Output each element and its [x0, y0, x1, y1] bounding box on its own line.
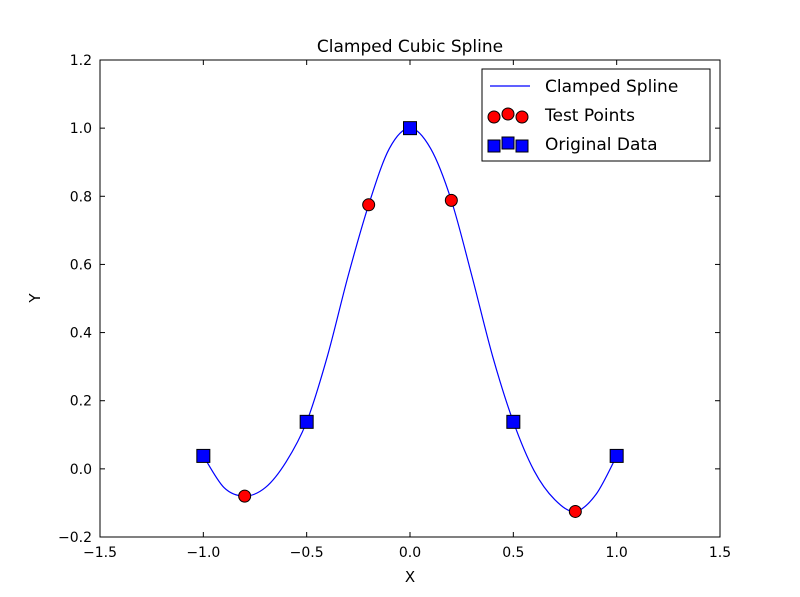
legend: Clamped Spline Test Points Original Data: [481, 68, 711, 162]
test-point: [444, 193, 458, 207]
legend-swatch-test-points: [487, 107, 529, 124]
x-tick-label: 1.0: [606, 545, 628, 561]
legend-swatch-original-data: [487, 136, 529, 153]
plot-content: [196, 121, 624, 518]
x-tick-label: 0.5: [502, 545, 524, 561]
test-point: [568, 504, 582, 518]
y-tick-label: 0.8: [70, 189, 92, 205]
original-data-point: [196, 448, 211, 463]
test-point: [238, 489, 252, 503]
y-tick-label: 0.2: [70, 394, 92, 410]
x-tick-label: −0.5: [290, 545, 324, 561]
original-data-point: [299, 414, 314, 429]
y-tick-label: 1.2: [70, 53, 92, 69]
x-tick-label: 1.5: [709, 545, 731, 561]
y-tick-label: 0.4: [70, 326, 92, 342]
x-tick-label: −1.5: [83, 545, 117, 561]
x-axis-ticks: −1.5 −1.0 −0.5 0.0 0.5 1.0 1.5: [83, 60, 731, 561]
plot-frame: [99, 59, 721, 538]
x-tick-label: −1.0: [186, 545, 220, 561]
original-data-point: [506, 414, 521, 429]
y-axis-ticks: −0.2 0.0 0.2 0.4 0.6 0.8 1.0 1.2: [58, 53, 720, 546]
chart-title: Clamped Cubic Spline: [317, 37, 503, 57]
test-point: [362, 198, 376, 212]
legend-label-original-data: Original Data: [545, 135, 658, 155]
legend-label-test-points: Test Points: [544, 106, 635, 126]
original-data-point: [609, 448, 624, 463]
y-axis-label: Y: [26, 293, 44, 304]
y-tick-label: 0.0: [70, 462, 92, 478]
y-tick-label: −0.2: [58, 530, 92, 546]
x-axis-label: X: [405, 568, 415, 586]
clamped-spline-line: [202, 127, 618, 513]
y-tick-label: 1.0: [70, 121, 92, 137]
legend-label-clamped-spline: Clamped Spline: [545, 77, 678, 97]
x-tick-label: 0.0: [399, 545, 421, 561]
original-data-point: [403, 121, 417, 136]
y-tick-label: 0.6: [70, 257, 92, 273]
